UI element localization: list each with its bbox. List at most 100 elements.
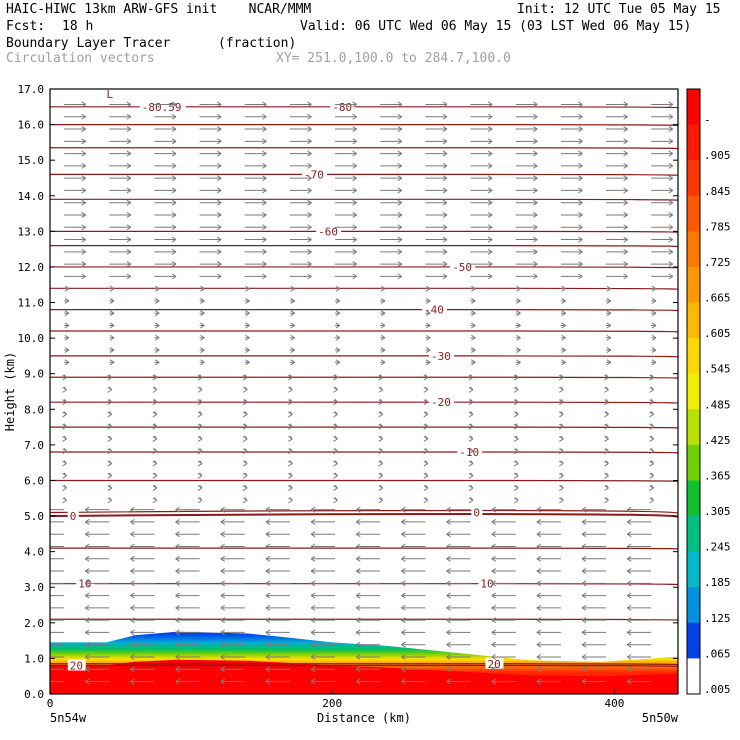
circulation-vector-head [130, 617, 135, 621]
circulation-vector-head [513, 487, 519, 492]
circulation-vector-head [352, 214, 357, 218]
circulation-vector-head [216, 128, 222, 132]
circulation-vector-head [578, 162, 583, 167]
circulation-vector-head [197, 472, 203, 477]
circulation-vector-head [471, 288, 476, 292]
circulation-vector-head [397, 251, 403, 255]
circulation-vector-head [668, 212, 674, 216]
circulation-vector-head [561, 337, 566, 341]
circulation-vector-head [626, 570, 632, 574]
circulation-vector-head [335, 347, 341, 351]
circulation-vector-head [288, 499, 293, 504]
circulation-vector-head [265, 644, 271, 648]
circulation-vector-head [380, 359, 386, 363]
circulation-vector-head [668, 248, 674, 253]
circulation-vector-head [423, 499, 429, 504]
circulation-vector-head [446, 555, 451, 560]
circulation-vector-head [604, 386, 609, 391]
circulation-vector-head [175, 533, 180, 538]
circulation-vector-head [378, 377, 383, 381]
circulation-vector-head [533, 199, 538, 204]
circulation-vector-head [175, 654, 180, 658]
circulation-vector-head [559, 475, 564, 479]
contour-label: 0 [70, 510, 77, 523]
circulation-vector-head [446, 506, 451, 511]
circulation-vector-head [130, 546, 135, 550]
circulation-vector-head [626, 629, 632, 633]
circulation-vector-head [536, 678, 542, 682]
circulation-vector-head [442, 248, 448, 253]
circulation-vector-head [487, 199, 493, 204]
circulation-vector-head [471, 349, 476, 353]
circulation-vector-head [487, 113, 493, 118]
circulation-vector-head [513, 475, 519, 479]
circulation-vector-head [216, 138, 222, 142]
circulation-vector-head [220, 654, 226, 658]
circulation-vector-head [626, 506, 632, 511]
circulation-vector-head [626, 580, 632, 584]
circulation-vector-head [175, 531, 180, 535]
circulation-vector-head [442, 104, 448, 108]
circulation-vector-head [581, 570, 587, 574]
circulation-vector-head [380, 347, 386, 351]
circulation-vector-head [310, 641, 316, 646]
circulation-vector-head [578, 212, 583, 216]
circulation-vector-head [262, 128, 267, 132]
y-tick-label: 0.0 [24, 688, 44, 701]
circulation-vector-head [107, 401, 112, 406]
circulation-vector-head [335, 310, 341, 314]
circulation-vector-head [471, 322, 476, 326]
circulation-vector-head [333, 423, 338, 428]
circulation-vector-head [649, 485, 654, 489]
temperature-contour [50, 401, 678, 404]
circulation-vector-head [85, 509, 90, 513]
circulation-vector-head [581, 533, 587, 538]
circulation-vector-head [442, 150, 448, 155]
circulation-vector-head [216, 212, 222, 216]
circulation-vector-head [668, 165, 674, 169]
circulation-vector-head [471, 325, 476, 329]
circulation-vector-head [536, 629, 542, 633]
circulation-vector-head [581, 604, 587, 609]
circulation-vector-head [536, 619, 542, 624]
circulation-vector-head [401, 580, 406, 584]
circulation-vector-head [154, 337, 160, 341]
circulation-vector-head [216, 175, 222, 179]
circulation-vector-head [513, 438, 519, 442]
circulation-vector-head [487, 273, 493, 277]
temperature-contour [50, 230, 678, 233]
circulation-vector-head [307, 212, 312, 216]
circulation-vector-head [81, 273, 86, 277]
circulation-vector-head [397, 153, 403, 157]
circulation-vector-head [130, 641, 135, 646]
circulation-vector-head [578, 199, 583, 204]
circulation-vector-head [107, 472, 112, 477]
circulation-vector-head [62, 414, 67, 418]
circulation-vector-head [604, 438, 609, 442]
circulation-vector-head [242, 450, 248, 455]
circulation-vector-head [355, 632, 361, 636]
circulation-vector-head [126, 199, 132, 204]
circulation-vector-head [171, 162, 177, 167]
circulation-vector-head [220, 521, 226, 525]
circulation-vector-head [581, 632, 587, 636]
temperature-contour [50, 355, 678, 358]
circulation-vector-head [516, 334, 521, 339]
circulation-vector-head [559, 377, 564, 381]
circulation-vector-head [423, 401, 429, 406]
circulation-vector-head [581, 543, 587, 547]
circulation-vector-head [171, 126, 177, 130]
contour-label: -10 [459, 446, 479, 459]
circulation-vector-head [107, 450, 112, 455]
circulation-vector-head [152, 401, 158, 406]
contour-label: -70 [304, 168, 324, 181]
circulation-vector-head [651, 337, 657, 341]
y-tick-label: 1.0 [24, 652, 44, 665]
circulation-vector-head [513, 423, 519, 428]
circulation-vector-head [668, 104, 674, 108]
circulation-vector-head [40, 645, 44, 648]
circulation-vector-head [649, 414, 654, 418]
circulation-vector-head [536, 558, 542, 562]
circulation-vector-head [516, 359, 521, 363]
circulation-vector-head [559, 499, 564, 504]
